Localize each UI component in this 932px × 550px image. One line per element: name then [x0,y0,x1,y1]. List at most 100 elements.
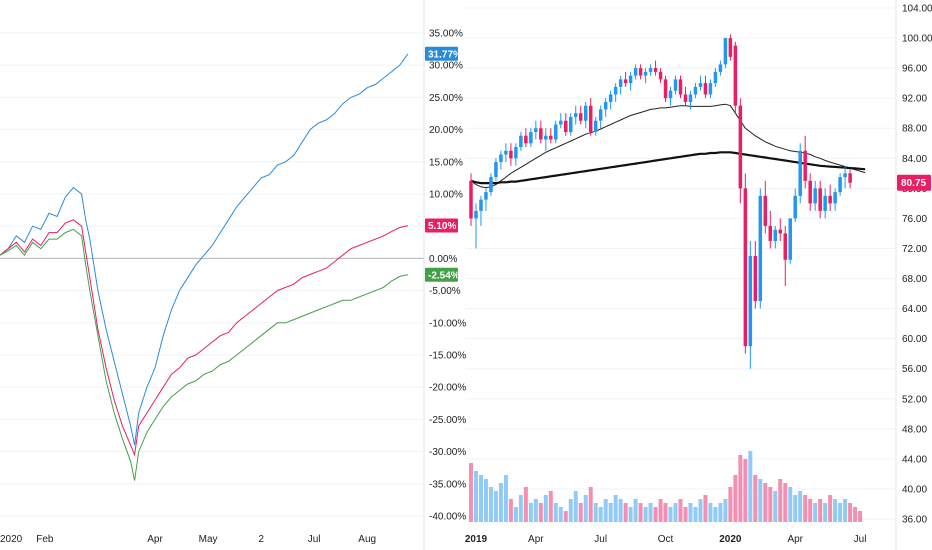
candle-body [763,195,768,226]
right-x-tick-label: Apr [787,534,803,545]
right-y-tick-label: 64.00 [902,304,927,315]
candle-body [549,135,553,140]
volume-bar [633,499,638,522]
volume-bar [783,483,788,522]
volume-bar [853,507,858,522]
volume-bar [718,503,723,522]
volume-bar [693,507,698,522]
volume-bar [623,503,628,522]
candle-body [798,150,802,196]
candle-body [554,124,558,140]
last-value-tag-bg [425,267,458,282]
right-y-tick-label: 40.00 [902,484,927,495]
candlesticks [469,34,852,369]
candle-body [658,71,663,80]
last-price-tag-bg [897,174,931,191]
volume-bar [528,503,533,522]
left-y-tick-label: -20.00% [429,383,466,394]
volume-bar [628,507,633,522]
left-series-lines [0,53,409,481]
volume-bar [473,471,478,522]
volume-bar [733,475,738,522]
right-y-tick-label: 68.00 [902,274,927,285]
candle-body [593,120,598,132]
candle-body [783,233,787,260]
candle-body [823,195,827,211]
candle-body [708,83,713,95]
right-y-tick-label: 84.00 [902,154,927,165]
candle-body [514,147,518,159]
left-x-tick-label: Feb [36,534,54,545]
volume-bar [753,475,758,522]
candle-body [608,94,613,102]
volume-bar [613,495,618,522]
volume-bar [763,483,768,522]
volume-bar [658,499,663,522]
candle-body [728,38,733,57]
volume-bar [508,499,513,522]
candle-body [678,79,683,95]
candle-body [613,86,618,95]
candle-body [643,71,648,76]
candle-body [479,199,483,211]
volume-bar [598,507,603,522]
volume-bar [698,499,703,522]
left-y-tick-label: 15.00% [429,157,463,168]
right-y-tick-label: 72.00 [902,244,927,255]
volume-bar [848,503,853,522]
candle-body [648,68,653,72]
candle-body [598,109,603,121]
volume-bar [548,491,553,522]
right-y-tick-label: 76.00 [902,214,927,225]
volume-bar [828,495,833,522]
right-y-tick-label: 92.00 [902,94,927,105]
left-y-tick-label: 25.00% [429,93,463,104]
left-y-tick-label: 20.00% [429,125,463,136]
volume-bar [668,507,673,522]
volume-bar [538,503,543,522]
series-line-1 [0,219,409,457]
left-y-tick-label: 35.00% [429,29,463,40]
candle-body [773,229,778,241]
volume-bar [793,495,798,522]
candle-body [474,210,478,219]
right-x-tick-label: Jul [854,534,867,545]
volume-bar [523,487,528,522]
candle-body [564,120,568,132]
candle-body [663,79,668,99]
left-y-tick-label: -15.00% [429,351,466,362]
candle-body [628,75,633,84]
volume-bar [478,475,483,522]
left-x-tick-label: Aug [358,534,376,545]
left-y-tick-label: -35.00% [429,479,466,490]
left-x-tick-label: 2 [258,534,264,545]
candle-body [529,131,533,144]
left-gridlines [0,32,424,517]
last-value-tag-bg [425,46,458,61]
volume-bar [583,495,588,522]
right-x-axis: 2019 Apr Jul Oct 2020 Apr Jul [465,534,867,545]
volume-bar [568,499,573,522]
series-line-0 [0,53,409,446]
volume-bar [543,495,548,522]
candle-body [838,177,842,193]
volume-bar [673,503,678,522]
left-y-tick-label: -40.00% [429,512,466,523]
candle-body [753,255,758,302]
volume-bar [663,503,668,522]
left-y-tick-label: -10.00% [429,318,466,329]
volume-bar [618,499,623,522]
candle-body [623,79,628,84]
candle-body [583,105,588,121]
volume-bar [723,499,728,522]
volume-bar [703,495,708,522]
volume-bar [808,499,813,522]
candle-body [778,229,783,234]
left-y-tick-label: 0.00% [429,254,457,265]
volume-bar [803,495,808,522]
candle-body [559,120,563,125]
volume-bar [553,503,558,522]
candle-body [848,173,852,183]
left-x-axis: 2020 Feb Apr May 2 Jul Aug [0,534,376,545]
